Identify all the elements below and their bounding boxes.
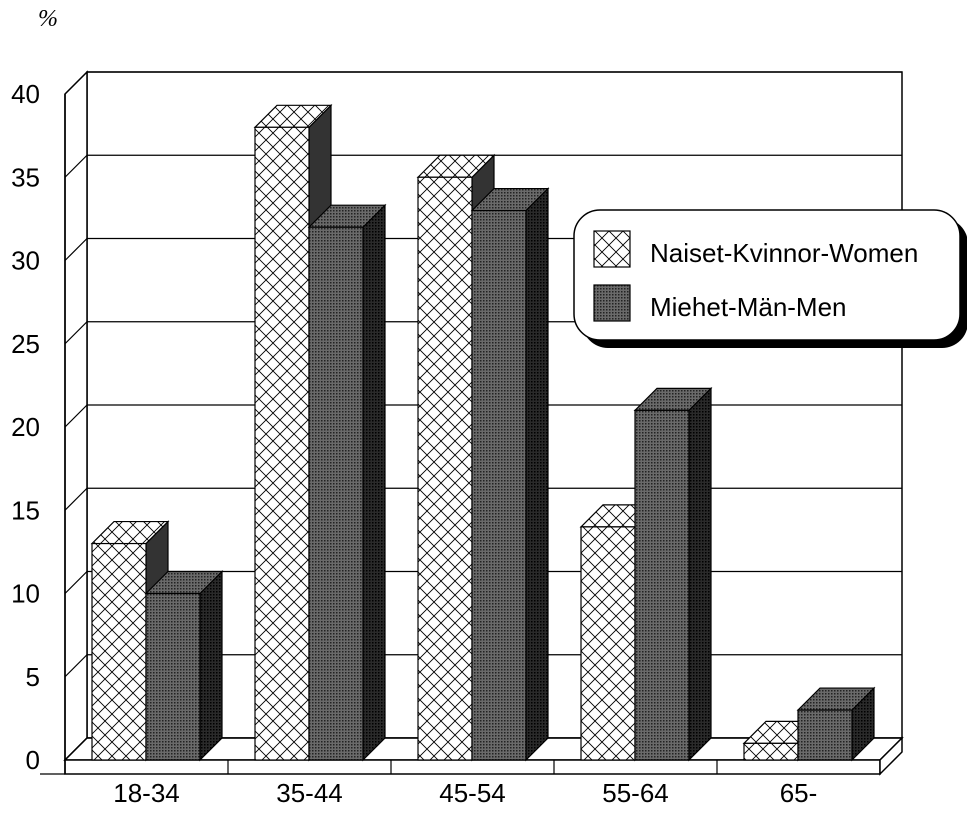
bar-front	[797, 709, 853, 761]
legend-label-women: Naiset-Kvinnor-Women	[650, 238, 918, 268]
bars	[90, 103, 876, 762]
legend-swatch-women	[593, 230, 631, 268]
bar-front	[634, 409, 690, 761]
bar-front	[91, 542, 147, 761]
bar-men-35-44	[307, 203, 387, 762]
legend: Naiset-Kvinnor-Women Miehet-Män-Men	[573, 209, 967, 348]
y-tick-label: 30	[11, 246, 40, 276]
bar-front	[743, 742, 799, 761]
bar-side	[362, 203, 386, 762]
y-tick-label: 15	[11, 495, 40, 525]
x-tick-label: 45-54	[439, 778, 506, 808]
x-tick-label: 55-64	[602, 778, 669, 808]
y-tick-label: 5	[26, 662, 40, 692]
y-tick-label: 20	[11, 412, 40, 442]
x-tick-label: 35-44	[276, 778, 343, 808]
x-tick-label: 18-34	[113, 778, 180, 808]
bar-side	[688, 386, 712, 762]
bar-men-45-54	[470, 187, 550, 762]
bar-front	[580, 526, 636, 761]
y-tick-label: 35	[11, 162, 40, 192]
bar-front	[254, 126, 310, 761]
gridline-depth	[64, 238, 88, 261]
y-unit-label: %	[38, 6, 58, 32]
floor-side	[879, 736, 903, 776]
legend-label-men: Miehet-Män-Men	[650, 292, 847, 322]
floor-front	[64, 759, 881, 775]
bar-front	[417, 176, 473, 761]
bar-men-18-34	[144, 570, 224, 762]
y-tick-label: 10	[11, 579, 40, 609]
legend-swatch-men	[593, 284, 631, 322]
bar-front	[471, 209, 527, 761]
legend-box	[573, 209, 961, 341]
axes: 0 5 10 15 20 25 30 35 40 18-34 35-44 45-54 55-64 65-	[11, 79, 817, 808]
gridline-depth	[64, 71, 88, 95]
gridline-depth	[64, 404, 88, 428]
gridline-depth	[64, 154, 88, 178]
gridline-depth	[64, 571, 88, 594]
bar-men-55-64	[633, 386, 713, 762]
gridline-depth	[64, 487, 88, 511]
y-tick-label: 0	[26, 745, 40, 775]
bar-front	[145, 592, 201, 761]
bar-side	[525, 187, 549, 762]
gridline-depth	[64, 737, 88, 761]
x-tick-label: 65-	[780, 778, 818, 808]
bar-side	[199, 570, 223, 762]
bar-men-65-	[796, 686, 876, 762]
y-tick-label: 40	[11, 79, 40, 109]
y-tick-label: 25	[11, 329, 40, 359]
gridline-depth	[64, 654, 88, 678]
bar-front	[308, 226, 364, 761]
gridline-depth	[64, 321, 88, 345]
